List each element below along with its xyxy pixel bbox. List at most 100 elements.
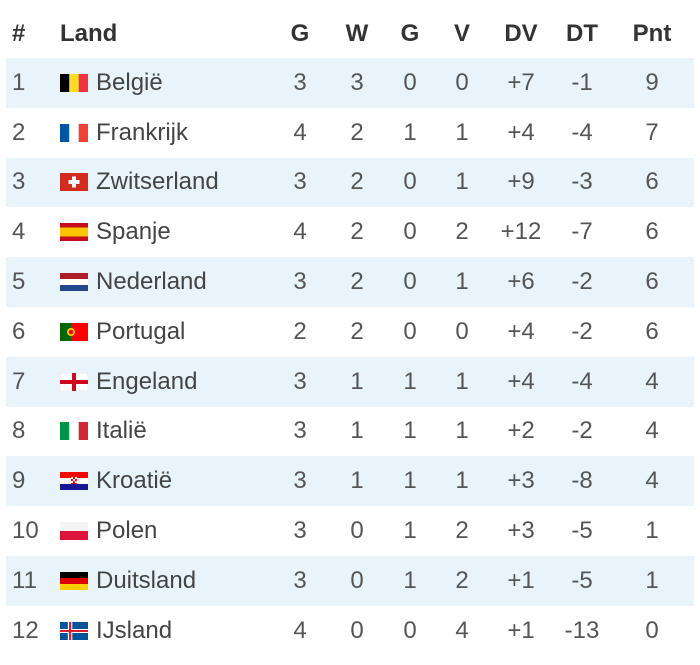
header-lost: V <box>453 20 470 47</box>
won-cell: 0 <box>350 616 364 644</box>
rank-cell: 2 <box>12 118 26 146</box>
table-row: 10 Polen 3 0 1 2 +3 -5 1 <box>6 506 694 556</box>
drawn-cell: 0 <box>403 218 417 246</box>
goals-against-cell: -8 <box>554 456 610 507</box>
country-name: IJsland <box>96 616 173 644</box>
rank-cell: 6 <box>12 317 26 345</box>
points-cell: 6 <box>610 257 694 307</box>
header-country: Land <box>60 20 118 47</box>
flag-italy-icon <box>60 422 88 441</box>
won-cell: 2 <box>330 157 384 208</box>
rank-cell: 10 <box>12 517 39 545</box>
header-drawn: G <box>400 20 420 47</box>
goals-for-cell: +9 <box>488 157 554 208</box>
flag-germany-icon <box>60 571 88 590</box>
header-row: # Land G W G V DV DT Pnt <box>6 10 694 58</box>
played-cell: 3 <box>270 157 330 208</box>
points-cell: 1 <box>610 555 694 606</box>
header-played: G <box>290 20 310 47</box>
won-cell: 2 <box>350 218 364 246</box>
drawn-cell: 1 <box>384 555 436 606</box>
flag-netherlands-icon <box>60 273 88 292</box>
rank-cell: 5 <box>6 257 60 307</box>
points-cell: 0 <box>645 616 659 644</box>
lost-cell: 4 <box>455 616 469 644</box>
flag-poland-icon <box>60 522 88 541</box>
won-cell: 2 <box>330 257 384 307</box>
lost-cell: 2 <box>455 218 469 246</box>
header-points: Pnt <box>632 20 672 47</box>
header-goals-for: DV <box>504 20 538 47</box>
country-name: België <box>96 68 163 96</box>
table-row: 8 Italië 3 1 1 1 +2 -2 4 <box>6 407 694 457</box>
played-cell: 4 <box>293 118 307 146</box>
lost-cell: 1 <box>436 157 488 208</box>
country-name: Zwitserland <box>96 168 219 196</box>
won-cell: 3 <box>330 58 384 108</box>
goals-for-cell: +3 <box>488 456 554 507</box>
won-cell: 2 <box>350 118 364 146</box>
drawn-cell: 0 <box>403 317 417 345</box>
rank-cell: 4 <box>12 218 26 246</box>
country-name: Duitsland <box>96 566 197 594</box>
played-cell: 4 <box>293 616 307 644</box>
country-cell: Italië <box>60 407 270 457</box>
goals-against-cell: -3 <box>554 157 610 208</box>
flag-switzerland-icon <box>60 173 88 192</box>
lost-cell: 0 <box>455 317 469 345</box>
lost-cell: 1 <box>455 118 469 146</box>
table-row: 9 Kroatië 3 1 1 1 +3 -8 4 <box>6 456 694 507</box>
rank-cell: 7 <box>6 356 60 407</box>
played-cell: 3 <box>270 555 330 606</box>
won-cell: 1 <box>330 456 384 507</box>
points-cell: 6 <box>610 157 694 208</box>
table-row: 3 Zwitserland 3 2 0 1 +9 -3 6 <box>6 157 694 208</box>
points-cell: 7 <box>645 118 659 146</box>
country-name: Nederland <box>96 268 207 296</box>
points-cell: 4 <box>610 456 694 507</box>
table-row: 12 IJsland 4 0 0 4 +1 -13 0 <box>6 606 694 656</box>
table-row: 1 België 3 3 0 0 +7 -1 9 <box>6 58 694 108</box>
country-cell: Duitsland <box>60 555 270 606</box>
drawn-cell: 1 <box>384 356 436 407</box>
goals-for-cell: +4 <box>507 317 535 345</box>
goals-for-cell: +6 <box>488 257 554 307</box>
flag-iceland-icon <box>60 621 88 640</box>
table-row: 7 Engeland 3 1 1 1 +4 -4 4 <box>6 356 694 407</box>
points-cell: 6 <box>645 218 659 246</box>
country-name: Engeland <box>96 367 198 395</box>
drawn-cell: 1 <box>403 417 417 445</box>
goals-against-cell: -1 <box>554 58 610 108</box>
points-cell: 4 <box>645 417 659 445</box>
played-cell: 3 <box>270 58 330 108</box>
drawn-cell: 1 <box>403 517 417 545</box>
goals-for-cell: +3 <box>507 517 535 545</box>
goals-for-cell: +4 <box>507 118 535 146</box>
drawn-cell: 0 <box>384 157 436 208</box>
country-cell: Nederland <box>60 257 270 307</box>
goals-against-cell: -4 <box>571 118 593 146</box>
country-cell: Spanje <box>60 207 270 257</box>
drawn-cell: 0 <box>384 257 436 307</box>
won-cell: 0 <box>350 517 364 545</box>
drawn-cell: 1 <box>403 118 417 146</box>
flag-england-icon <box>60 372 88 391</box>
rank-cell: 9 <box>6 456 60 507</box>
points-cell: 1 <box>645 517 659 545</box>
played-cell: 3 <box>293 417 307 445</box>
country-name: Frankrijk <box>96 118 189 146</box>
table-row: 4 Spanje 4 2 0 2 +12 -7 6 <box>6 207 694 257</box>
goals-against-cell: -5 <box>554 555 610 606</box>
country-name: Kroatië <box>96 467 173 495</box>
rank-cell: 8 <box>12 417 26 445</box>
points-cell: 4 <box>610 356 694 407</box>
played-cell: 3 <box>270 456 330 507</box>
table-row: 6 Portugal 2 2 0 0 +4 -2 6 <box>6 307 694 357</box>
goals-against-cell: -4 <box>554 356 610 407</box>
won-cell: 1 <box>350 417 364 445</box>
goals-against-cell: -2 <box>571 417 593 445</box>
country-cell: Frankrijk <box>60 108 270 158</box>
header-won: W <box>345 20 369 47</box>
played-cell: 3 <box>293 517 307 545</box>
played-cell: 4 <box>293 218 307 246</box>
